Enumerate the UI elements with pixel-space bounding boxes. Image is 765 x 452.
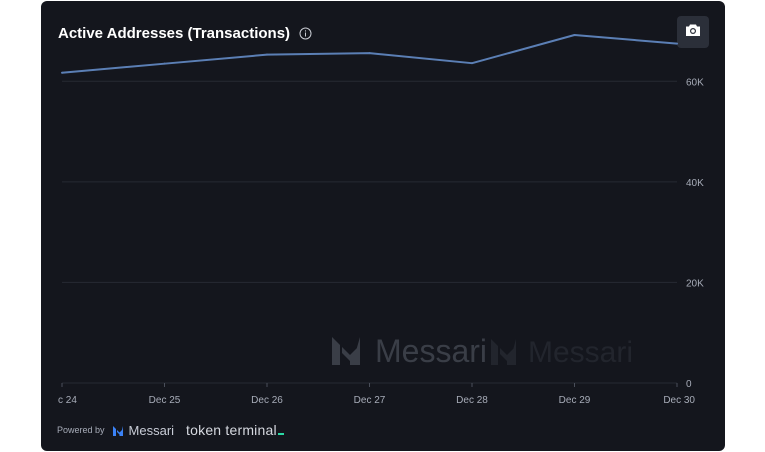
watermark-text-primary: Messari [375, 333, 487, 369]
data-point [266, 53, 268, 56]
token-terminal-cursor [277, 433, 284, 435]
x-tick-label: Dec 29 [559, 395, 591, 406]
watermark-logo-mark-secondary [491, 339, 516, 365]
data-point [163, 62, 166, 65]
messari-logo-icon [112, 425, 123, 436]
chart-header: Active Addresses (Transactions) [58, 23, 313, 43]
y-tick-label: 20K [686, 278, 704, 289]
data-point [368, 52, 371, 55]
footer: Powered by Messari token terminal [57, 422, 284, 438]
chart-title: Active Addresses (Transactions) [58, 24, 291, 42]
x-tick-label: c 24 [58, 395, 77, 406]
series [61, 34, 678, 74]
line-chart: Messari Messari 0 20K 40K 60K c 24 Dec 25 Dec … [58, 34, 704, 406]
y-tick-label: 0 [686, 379, 692, 390]
token-terminal-logo[interactable]: token terminal [186, 422, 284, 438]
camera-icon [685, 23, 701, 42]
info-icon[interactable] [298, 26, 313, 41]
powered-by-label: Powered by [57, 425, 105, 435]
x-tick-label: Dec 30 [663, 395, 695, 406]
data-point [676, 42, 678, 45]
screenshot-button[interactable] [677, 16, 709, 48]
chart-card: Active Addresses (Transactions) Messari [41, 1, 725, 451]
y-tick-label: 60K [686, 77, 704, 88]
x-tick-label: Dec 27 [354, 395, 386, 406]
data-point [61, 71, 63, 74]
messari-footer-logo[interactable]: Messari [112, 422, 175, 438]
token-terminal-text: token terminal [186, 422, 277, 438]
x-tick-label: Dec 25 [149, 395, 181, 406]
data-point [471, 62, 473, 65]
y-tick-label: 40K [686, 178, 704, 189]
messari-footer-text: Messari [128, 422, 175, 438]
data-point [573, 34, 576, 37]
x-tick-label: Dec 26 [251, 395, 283, 406]
messari-watermark: Messari Messari [332, 333, 633, 369]
watermark-logo-mark [332, 337, 360, 365]
axes: 0 20K 40K 60K c 24 Dec 25 Dec 26 Dec 27 Dec 28 De… [58, 77, 704, 406]
x-tick-label: Dec 28 [456, 395, 488, 406]
watermark-text-secondary: Messari [528, 336, 633, 369]
